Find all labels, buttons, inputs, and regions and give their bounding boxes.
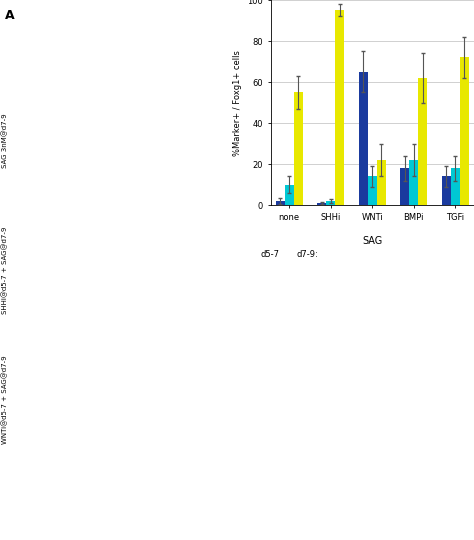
Bar (409, 160, 419, 205)
Bar (285, 185, 294, 205)
Bar (400, 168, 409, 205)
Bar (419, 78, 428, 205)
Text: E: E (2, 265, 9, 275)
Bar (275, 201, 285, 205)
X-axis label: SAG: SAG (362, 236, 383, 246)
Bar (335, 10, 345, 205)
Bar (294, 92, 303, 205)
Bar (451, 168, 460, 205)
Text: d5-7: d5-7 (260, 251, 279, 259)
Bar (368, 177, 377, 205)
Text: d7-9:: d7-9: (297, 251, 319, 259)
Text: WNTi@d5-7 + SAG@d7-9: WNTi@d5-7 + SAG@d7-9 (1, 355, 8, 444)
Bar (326, 201, 335, 205)
Bar (460, 57, 469, 205)
Bar (358, 72, 368, 205)
Text: SHHi@d5-7 + SAG@d7-9: SHHi@d5-7 + SAG@d7-9 (1, 226, 8, 314)
Bar (442, 177, 451, 205)
Bar (377, 160, 386, 205)
Bar (317, 203, 326, 205)
Y-axis label: %Marker+ / Foxg1+ cells: %Marker+ / Foxg1+ cells (233, 50, 242, 156)
Text: SAG 3nM@d7-9: SAG 3nM@d7-9 (1, 113, 8, 168)
Text: B: B (2, 123, 9, 133)
Text: H: H (2, 407, 10, 416)
Text: A: A (5, 9, 15, 22)
